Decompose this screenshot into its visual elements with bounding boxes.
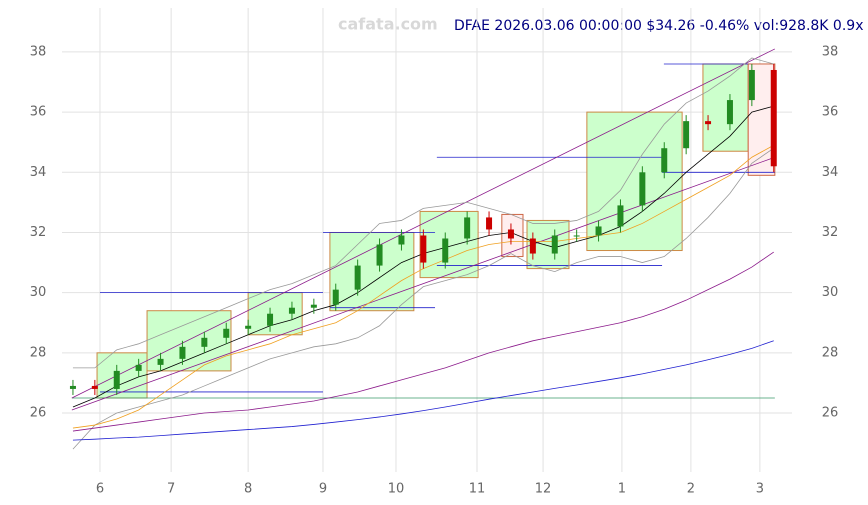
zone-box <box>702 63 749 152</box>
level-line <box>71 156 775 411</box>
y-tick-label-right: 26 <box>822 406 839 421</box>
candle-body <box>157 358 164 365</box>
candle-body <box>288 307 295 314</box>
y-tick-label-right: 36 <box>822 105 839 120</box>
candle-body <box>705 121 712 125</box>
y-tick-label: 34 <box>30 165 47 180</box>
candle-body <box>332 289 339 305</box>
x-tick-label: 11 <box>469 482 486 497</box>
indicator-line <box>72 251 774 432</box>
candle-body <box>442 238 449 263</box>
y-tick-label: 28 <box>30 345 47 360</box>
y-tick-label-right: 28 <box>822 345 839 360</box>
candle-body <box>486 217 493 230</box>
x-tick-label: 8 <box>244 482 252 497</box>
y-tick-label: 32 <box>30 225 47 240</box>
x-tick-label: 6 <box>96 482 104 497</box>
candle-body <box>135 364 142 371</box>
x-tick-label: 10 <box>388 482 405 497</box>
candle-body <box>573 235 580 237</box>
candle-body <box>354 265 361 290</box>
watermark: cafata.com <box>338 15 438 34</box>
y-tick-label-right: 34 <box>822 165 839 180</box>
y-tick-label-right: 32 <box>822 225 839 240</box>
x-tick-label: 2 <box>687 482 695 497</box>
y-tick-label: 38 <box>30 44 47 59</box>
candle-body <box>398 235 405 245</box>
candle-body <box>310 304 317 308</box>
candle-body <box>639 172 646 206</box>
x-tick-label: 12 <box>535 482 552 497</box>
indicator-line <box>72 147 774 450</box>
candle-body <box>551 235 558 254</box>
candle-body <box>245 325 252 329</box>
candle-body <box>683 121 690 149</box>
x-tick-label: 3 <box>756 482 764 497</box>
candle-body <box>661 148 668 173</box>
candle-body <box>376 244 383 266</box>
x-tick-label: 1 <box>618 482 626 497</box>
candle-body <box>617 205 624 227</box>
chart-title: DFAE 2026.03.06 00:00:00 $34.26 -0.46% v… <box>454 18 864 34</box>
level-line <box>71 48 776 399</box>
y-tick-label-right: 30 <box>822 285 839 300</box>
zone-box <box>586 111 683 252</box>
candle-body <box>69 385 76 389</box>
candle-body <box>113 370 120 389</box>
indicator-line <box>72 340 774 441</box>
y-tick-label-right: 38 <box>822 44 839 59</box>
x-tick-label: 9 <box>319 482 327 497</box>
x-tick-label: 7 <box>167 482 175 497</box>
y-tick-label: 30 <box>30 285 47 300</box>
indicator-line <box>72 57 774 369</box>
candle-body <box>507 229 514 239</box>
candle-body <box>726 100 733 125</box>
candle-body <box>595 226 602 236</box>
zone-box <box>146 310 232 372</box>
candle-body <box>529 238 536 254</box>
candle-body <box>748 69 755 101</box>
candle-body <box>267 313 274 326</box>
y-tick-label: 26 <box>30 406 47 421</box>
candle-body <box>420 235 427 263</box>
zone-box <box>329 231 415 312</box>
candle-body <box>179 346 186 359</box>
candle-body <box>91 385 98 389</box>
candle-body <box>223 328 230 338</box>
candle-body <box>464 217 471 239</box>
candle-body <box>201 337 208 347</box>
candle-body <box>770 69 777 167</box>
y-tick-label: 36 <box>30 105 47 120</box>
